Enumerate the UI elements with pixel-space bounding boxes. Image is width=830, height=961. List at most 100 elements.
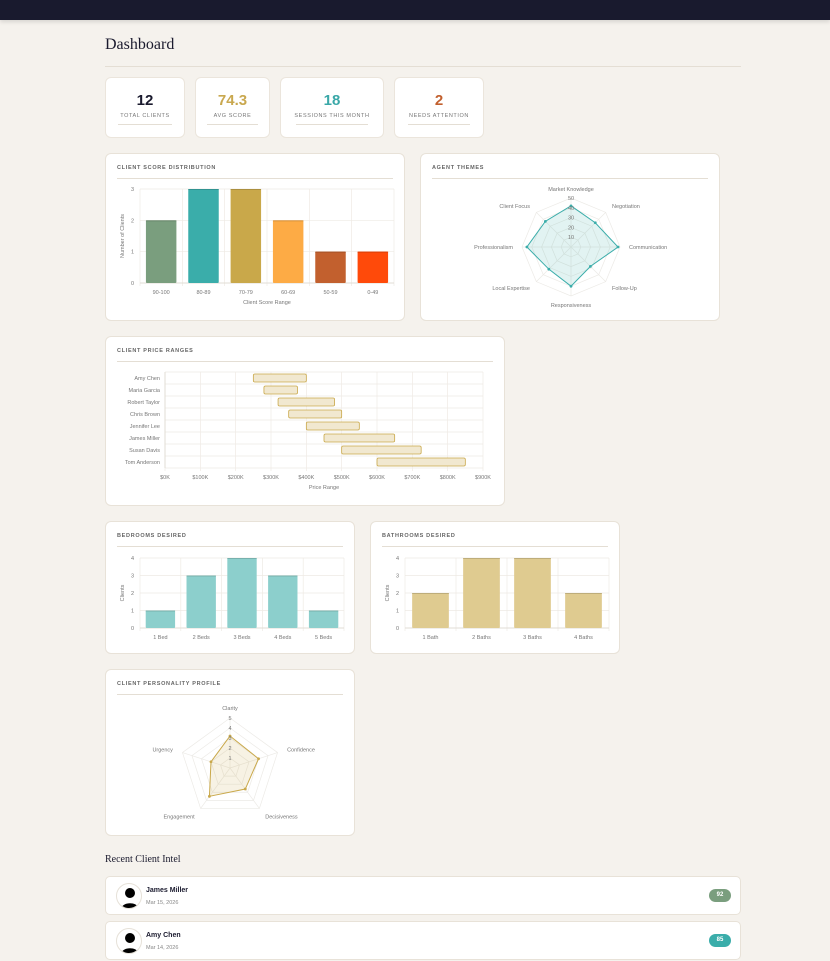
card-title: Bedrooms Desired <box>117 533 187 539</box>
stat-value: 12 <box>136 92 154 109</box>
avatar <box>116 883 142 909</box>
personality-radar-chart: 1 2 3 4 5 Clarity Confidence Decisiveness Engage… <box>152 706 315 821</box>
stat-divider <box>296 124 368 125</box>
stat-label: Total Clients <box>120 113 170 119</box>
personality-card: Client Personality Profile 1 2 3 4 5 Clarity C… <box>105 669 355 836</box>
svg-text:80-89: 80-89 <box>196 290 210 296</box>
stat-label: Needs Attention <box>409 113 469 119</box>
bar <box>272 220 304 283</box>
svg-text:James Miller: James Miller <box>129 436 160 442</box>
svg-text:4: 4 <box>228 726 231 732</box>
svg-text:Chris Brown: Chris Brown <box>130 412 160 418</box>
bar <box>188 189 219 283</box>
stat-card-avg-score: 74.3 Avg Score <box>195 77 270 138</box>
svg-text:3 Beds: 3 Beds <box>233 635 250 641</box>
svg-text:Decisiveness: Decisiveness <box>265 815 298 821</box>
bar <box>463 558 500 628</box>
bar <box>186 575 216 628</box>
svg-text:90-100: 90-100 <box>153 290 170 296</box>
card-divider <box>117 178 393 179</box>
bar <box>565 593 602 628</box>
avatar <box>116 928 142 954</box>
svg-text:Follow-Up: Follow-Up <box>612 286 637 292</box>
stat-divider <box>408 124 470 125</box>
svg-text:$900K: $900K <box>475 475 491 481</box>
price-ranges-card: Client Price Ranges $0K $100K $200K $300K $4… <box>105 336 505 506</box>
svg-text:Clients: Clients <box>385 584 391 601</box>
svg-text:4 Baths: 4 Baths <box>574 635 593 641</box>
price-range-bar <box>263 385 298 395</box>
recent-intel-title: Recent Client Intel <box>105 854 181 865</box>
svg-text:2: 2 <box>396 591 399 597</box>
card-title: Client Personality Profile <box>117 681 221 687</box>
svg-text:50: 50 <box>568 196 574 202</box>
stat-value: 18 <box>323 92 341 109</box>
agent-themes-radar-chart: 10 20 30 40 50 Market Knowledge Negotiation Com… <box>474 187 667 309</box>
svg-text:3: 3 <box>228 736 231 742</box>
svg-text:$300K: $300K <box>263 475 279 481</box>
score-distribution-chart: 0 1 2 3 90-100 80-89 70-79 60-69 50-59 0-49 Number… <box>120 187 395 306</box>
svg-text:Urgency: Urgency <box>152 747 173 753</box>
price-range-bar <box>288 409 343 419</box>
bar <box>514 558 551 628</box>
svg-text:$100K: $100K <box>192 475 208 481</box>
svg-text:Clients: Clients <box>120 584 126 601</box>
svg-text:3: 3 <box>396 574 399 580</box>
bar <box>145 610 176 628</box>
svg-text:Maria Garcia: Maria Garcia <box>129 388 161 394</box>
intel-row-james-miller[interactable]: James Miller Mar 15, 2026 92 <box>105 876 741 915</box>
svg-text:1: 1 <box>131 250 134 256</box>
card-divider <box>432 178 708 179</box>
svg-text:Negotiation: Negotiation <box>612 204 640 210</box>
bar <box>412 593 449 628</box>
bar <box>227 558 257 628</box>
stat-card-sessions: 18 Sessions This Month <box>280 77 384 138</box>
svg-text:1: 1 <box>396 609 399 615</box>
bar <box>230 189 262 283</box>
intel-row-amy-chen[interactable]: Amy Chen Mar 14, 2026 85 <box>105 921 741 960</box>
bedrooms-chart: 0 1 2 3 4 1 Bed 2 Beds 3 Beds 4 Beds 5 Beds Client… <box>120 556 345 641</box>
bar <box>268 575 298 628</box>
bar <box>145 220 177 283</box>
svg-text:30: 30 <box>568 216 574 222</box>
intel-date: Mar 14, 2026 <box>146 945 179 951</box>
stat-divider <box>117 124 173 125</box>
svg-text:Confidence: Confidence <box>287 747 315 753</box>
svg-text:Amy Chen: Amy Chen <box>134 376 160 382</box>
card-divider <box>117 361 493 362</box>
svg-text:40: 40 <box>568 206 574 212</box>
radar-area <box>208 735 260 797</box>
svg-text:2: 2 <box>228 746 231 752</box>
bathrooms-card: Bathrooms Desired 0 1 2 3 4 1 Bath 2 Baths 3 Ba… <box>370 521 620 654</box>
card-divider <box>382 546 608 547</box>
svg-text:Communication: Communication <box>629 245 667 251</box>
svg-text:Local Expertise: Local Expertise <box>492 286 530 292</box>
bedrooms-card: Bedrooms Desired 0 1 2 3 4 1 Bed 2 Beds 3 Beds 4… <box>105 521 355 654</box>
svg-text:Market Knowledge: Market Knowledge <box>548 187 594 193</box>
card-title: Client Price Ranges <box>117 348 194 354</box>
price-range-bar <box>252 373 307 383</box>
svg-text:$500K: $500K <box>334 475 350 481</box>
score-badge: 85 <box>709 934 731 947</box>
title-divider <box>105 66 741 67</box>
svg-text:0-49: 0-49 <box>367 290 378 296</box>
price-range-bar <box>277 397 335 407</box>
person-icon <box>121 933 139 953</box>
svg-text:1 Bed: 1 Bed <box>153 635 167 641</box>
bar <box>308 610 339 628</box>
svg-text:$700K: $700K <box>404 475 420 481</box>
card-title: Agent Themes <box>432 165 485 171</box>
svg-text:$800K: $800K <box>440 475 456 481</box>
svg-text:70-79: 70-79 <box>239 290 253 296</box>
svg-text:0: 0 <box>131 626 134 632</box>
person-icon <box>121 888 139 908</box>
card-title: Bathrooms Desired <box>382 533 456 539</box>
svg-text:Client Score Range: Client Score Range <box>243 300 291 306</box>
svg-text:0: 0 <box>396 626 399 632</box>
svg-text:2: 2 <box>131 591 134 597</box>
stat-label: Avg Score <box>213 113 252 119</box>
client-name: Amy Chen <box>146 932 181 939</box>
stat-label: Sessions This Month <box>294 113 370 119</box>
svg-text:$600K: $600K <box>369 475 385 481</box>
svg-text:4 Beds: 4 Beds <box>274 635 291 641</box>
